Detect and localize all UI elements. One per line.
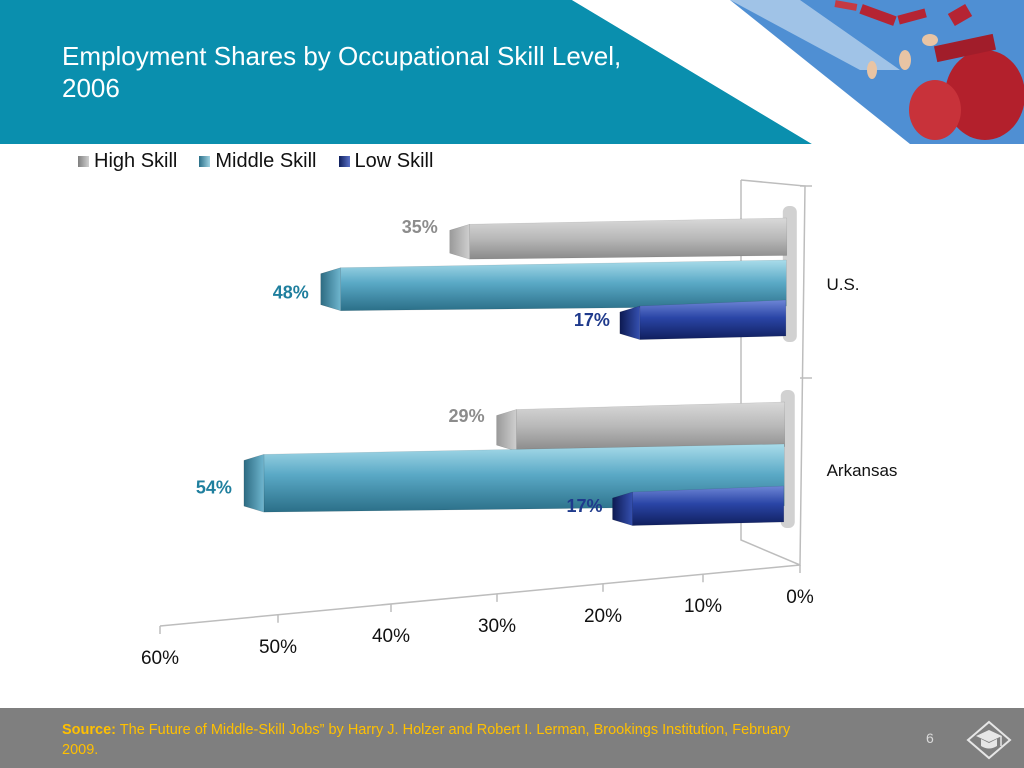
- slide-header: [0, 0, 1024, 144]
- data-label: 17%: [574, 310, 610, 330]
- x-tick-label: 60%: [141, 648, 179, 669]
- category-label: U.S.: [826, 275, 859, 294]
- chart-bars: [243, 217, 788, 526]
- graduation-cap-icon: [966, 720, 1012, 760]
- bar-cap-high-skill: [449, 223, 470, 260]
- chart-legend: High Skill Middle Skill Low Skill: [78, 148, 455, 174]
- x-tick-label: 30%: [478, 616, 516, 637]
- legend-label-middle-skill: Middle Skill: [215, 149, 317, 172]
- legend-item-middle-skill: Middle Skill: [199, 149, 317, 173]
- source-label: Source:: [62, 722, 116, 738]
- slide-footer: Source: The Future of Middle-Skill Jobs”…: [0, 708, 1024, 768]
- bar-cap-low-skill: [612, 491, 633, 526]
- bar-cap-middle-skill: [320, 267, 341, 312]
- data-label: 54%: [196, 477, 232, 497]
- bar-low-skill: [639, 299, 787, 340]
- x-tick-label: 10%: [684, 596, 722, 617]
- bar-chart: U.S. Arkansas 0% 10% 20% 30% 40% 50% 60% 35% 48% 17…: [141, 179, 897, 669]
- source-text: The Future of Middle-Skill Jobs” by Harr…: [62, 722, 791, 758]
- x-tick-label: 20%: [584, 606, 622, 627]
- chart-labels: U.S. Arkansas 0% 10% 20% 30% 40% 50% 60% 35% 48% 17…: [141, 217, 897, 669]
- x-tick-label: 0%: [786, 587, 814, 608]
- bar-high-skill: [469, 217, 788, 260]
- source-citation: Source: The Future of Middle-Skill Jobs”…: [62, 720, 802, 760]
- legend-swatch-high-skill: [78, 155, 89, 167]
- data-label: 17%: [566, 496, 602, 516]
- x-axis-line: [159, 564, 801, 627]
- bar-low-skill: [632, 485, 785, 526]
- legend-label-high-skill: High Skill: [94, 149, 178, 172]
- legend-item-high-skill: High Skill: [78, 150, 177, 173]
- legend-swatch-middle-skill: [199, 155, 211, 167]
- slide-title: Employment Shares by Occupational Skill …: [62, 41, 622, 103]
- legend-label-low-skill: Low Skill: [354, 149, 434, 172]
- bar-cap-high-skill: [496, 409, 517, 452]
- header-band: [0, 0, 812, 144]
- data-label: 35%: [402, 217, 438, 237]
- bar-cap-middle-skill: [243, 453, 265, 513]
- legend-swatch-low-skill: [338, 155, 350, 167]
- legend-item-low-skill: Low Skill: [338, 149, 434, 173]
- x-tick-label: 50%: [259, 637, 297, 658]
- data-label: 29%: [449, 406, 485, 426]
- bar-cap-low-skill: [619, 305, 641, 340]
- x-tick-label: 40%: [372, 626, 410, 647]
- data-label: 48%: [273, 283, 309, 303]
- graduation-caps-photo: [834, 0, 1024, 140]
- category-label: Arkansas: [827, 461, 898, 480]
- page-number: 6: [926, 730, 934, 746]
- bar-high-skill: [516, 401, 786, 452]
